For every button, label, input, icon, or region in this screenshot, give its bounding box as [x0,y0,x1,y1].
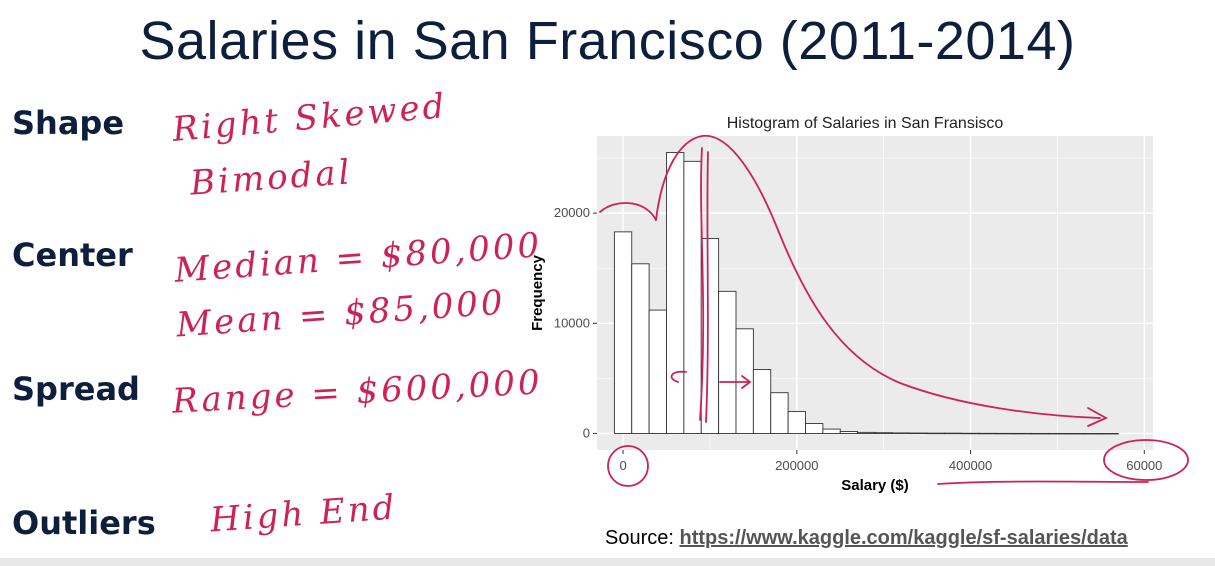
annotation-right-skewed: Right Skewed [170,86,449,150]
y-axis-label: Frequency [529,254,546,331]
histogram-bar [857,431,876,434]
histogram-bar [961,432,980,435]
histogram-bar [666,152,685,434]
histogram-bar [787,410,806,434]
handwritten-marks [599,135,1189,487]
histogram-bar [1065,432,1084,435]
histogram-bar [926,432,945,435]
source-link[interactable]: https://www.kaggle.com/kaggle/sf-salarie… [679,527,1128,549]
annotation-mean: Mean = $85,000 [175,282,507,346]
min-circle-mark [607,445,649,487]
bottom-bar [0,558,1215,566]
annotation-high-end: High End [208,487,399,541]
left-arrow-mark [670,370,687,383]
histogram-bar [1013,432,1032,435]
histogram-chart: Histogram of Salaries in San Fransisco 0… [529,115,1189,494]
histogram-bar [718,290,737,434]
source-citation: Source: https://www.kaggle.com/kaggle/sf… [605,527,1128,550]
distribution-curve-mark [655,135,1101,419]
term-outliers: Outliers [12,504,156,542]
annotation-median: Median = $80,000 [173,225,544,291]
histogram-bar [1030,432,1050,435]
histogram-bar [1083,433,1102,435]
annotation-bimodal: Bimodal [188,152,354,204]
histogram-bar [1048,432,1067,435]
histogram-bar [891,432,911,434]
mode-arrow-mark [599,202,657,221]
median-line-mark [699,147,705,421]
histogram-bar [996,432,1015,435]
y-tick-label: 0 [583,425,590,440]
histogram-bar [648,309,667,434]
histogram-bar [752,369,772,434]
source-label: Source: [605,527,674,549]
histogram-bar [909,432,928,434]
histogram-bar [944,432,963,435]
annotation-range: Range = $600,000 [171,362,544,422]
x-tick-label: 200000 [775,458,818,473]
x-tick-label: 60000 [1126,458,1162,473]
histogram-bar [1100,433,1119,435]
y-tick-label: 10000 [554,315,590,330]
histogram-bar [613,231,633,434]
right-arrow-mark [719,375,752,389]
axis-underline-mark [937,480,1149,485]
slide-title: Salaries in San Francisco (2011-2014) [139,11,1076,71]
chart-title: Histogram of Salaries in San Fransisco [727,115,1004,132]
y-tick-label: 20000 [554,205,590,220]
term-shape: Shape [12,104,125,142]
x-axis-ticks: 0 200000 400000 60000 [619,450,1162,473]
histogram-bar [770,392,789,434]
histogram-bar [978,432,998,435]
histogram-bar [822,428,841,434]
max-circle-mark [1103,439,1189,481]
histogram-bar [631,263,650,434]
mean-line-mark [705,151,709,423]
y-axis-ticks: 0 10000 20000 [554,205,597,440]
x-tick-label: 400000 [949,458,992,473]
histogram-bar [839,431,859,434]
term-spread: Spread [12,370,140,408]
histogram-bar [874,432,893,434]
term-center: Center [12,236,133,274]
histogram-bar [683,160,702,434]
x-axis-label: Salary ($) [841,477,909,494]
tail-arrowhead-mark [1087,407,1109,427]
histogram-bar [805,423,824,434]
x-tick-label: 0 [619,458,626,473]
histogram-bars [613,152,1119,435]
